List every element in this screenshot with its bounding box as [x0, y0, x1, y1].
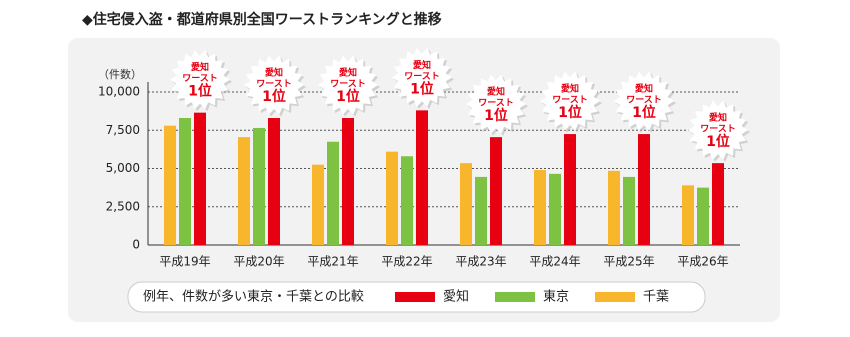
bar [638, 134, 650, 245]
annotation-text: ワースト [256, 79, 292, 90]
bar [416, 110, 428, 245]
burst [540, 71, 600, 131]
burst [466, 74, 526, 134]
annotation-text: 1位 [706, 133, 730, 150]
annotation-text: 1位 [410, 80, 434, 97]
bar [549, 173, 561, 245]
annotation-text: 愛知 [413, 59, 431, 71]
y-tick-label: 7,500 [106, 123, 140, 137]
legend-title: 例年、件数が多い東京・千葉との比較 [143, 289, 364, 305]
bar [608, 170, 620, 245]
annotation-text: ワースト [700, 124, 736, 135]
bar [712, 163, 724, 245]
bar [460, 163, 472, 245]
legend-label: 千葉 [643, 290, 669, 305]
annotation-text: 1位 [632, 104, 656, 121]
y-tick-label: 10,000 [98, 85, 140, 99]
burst [170, 50, 230, 110]
x-tick-label: 平成24年 [529, 255, 580, 269]
annotation-text: ワースト [478, 98, 514, 109]
bar [327, 141, 339, 245]
legend-label: 愛知 [443, 289, 469, 305]
annotation-text: ワースト [552, 95, 588, 106]
legend-swatch [395, 292, 435, 302]
bar [253, 127, 265, 245]
annotation-text: 愛知 [635, 83, 653, 95]
burst [318, 55, 378, 115]
bar [490, 137, 502, 245]
bar [238, 137, 250, 245]
bar [268, 118, 280, 245]
x-tick-label: 平成20年 [233, 255, 284, 269]
annotation-text: 愛知 [339, 67, 357, 79]
bar [475, 176, 487, 245]
annotation-text: 1位 [188, 83, 212, 100]
burst [688, 100, 748, 160]
bar [194, 112, 206, 245]
bar [697, 187, 709, 245]
annotation-text: 1位 [558, 104, 582, 121]
burst [392, 47, 452, 107]
annotation-text: 1位 [484, 107, 508, 124]
bar [164, 125, 176, 245]
bar [682, 185, 694, 245]
bar [623, 176, 635, 245]
annotation-text: ワースト [404, 71, 440, 82]
legend-swatch [595, 292, 635, 302]
x-tick-label: 平成26年 [677, 255, 728, 269]
annotation-text: 愛知 [709, 112, 727, 124]
bar [386, 151, 398, 245]
legend-swatch [495, 292, 535, 302]
annotation-text: 1位 [262, 88, 286, 105]
y-axis-label: （件数） [98, 68, 142, 81]
bar [534, 170, 546, 245]
bar [342, 118, 354, 245]
x-tick-label: 平成19年 [159, 255, 210, 269]
bar [312, 164, 324, 245]
legend-label: 東京 [543, 289, 569, 305]
y-tick-label: 5,000 [106, 161, 140, 175]
bar [179, 118, 191, 245]
annotation-text: 愛知 [487, 86, 505, 98]
bar [564, 134, 576, 245]
bar [401, 156, 413, 245]
annotation-text: 愛知 [265, 67, 283, 79]
burst [614, 71, 674, 131]
annotation-text: ワースト [626, 95, 662, 106]
annotation-text: 1位 [336, 88, 360, 105]
burst [244, 55, 304, 115]
x-tick-label: 平成23年 [455, 255, 506, 269]
annotation-text: 愛知 [561, 83, 579, 95]
y-tick-label: 2,500 [106, 199, 140, 213]
x-tick-label: 平成21年 [307, 255, 358, 269]
x-tick-label: 平成22年 [381, 255, 432, 269]
chart-title: ◆住宅侵入盗・都道府県別全国ワーストランキングと推移 [82, 11, 442, 28]
y-tick-label: 0 [132, 238, 140, 252]
annotation-text: ワースト [330, 79, 366, 90]
x-tick-label: 平成25年 [603, 255, 654, 269]
annotation-text: 愛知 [191, 61, 209, 73]
annotation-text: ワースト [182, 73, 218, 84]
